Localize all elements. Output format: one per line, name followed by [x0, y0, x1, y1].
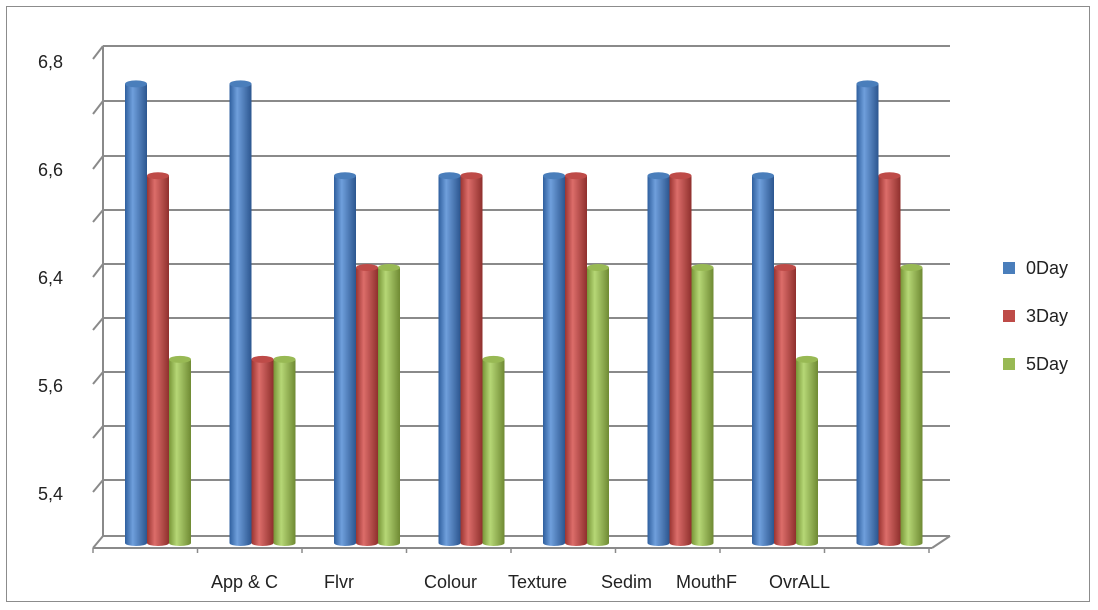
bars [125, 80, 923, 546]
bar-3Day-extra [878, 172, 901, 546]
bar-3Day-App & C [147, 172, 169, 546]
bar-0Day-extra [856, 80, 879, 546]
bar-3Day-Sedim [565, 172, 587, 546]
bar-0Day-Sedim [543, 172, 565, 546]
bar-0Day-OvrALL [752, 172, 774, 546]
gridlines [92, 45, 950, 549]
bar-5Day-Flvr [273, 355, 296, 546]
bar-0Day-Flvr [229, 80, 252, 546]
x-category-label: Colour [424, 572, 477, 592]
bar-5Day-App & C [169, 355, 191, 546]
bar-5Day-OvrALL [796, 355, 818, 546]
y-tick-label: 6,4 [38, 268, 63, 288]
y-tick-label: 5,6 [38, 376, 63, 396]
bar-3Day-OvrALL [774, 264, 796, 546]
gridline-stub [92, 209, 104, 223]
bar-5Day-Texture [482, 355, 505, 546]
bar-5Day-Sedim [587, 264, 609, 546]
bar-0Day-App & C [125, 80, 147, 546]
gridline-stub [92, 371, 104, 385]
legend-label: 0Day [1026, 258, 1068, 278]
x-category-label: Texture [508, 572, 567, 592]
x-category-label: Sedim [601, 572, 652, 592]
bar-3Day-MouthF [669, 172, 692, 546]
gridline-stub [92, 535, 104, 549]
gridline-stub [92, 263, 104, 278]
bar-5Day-MouthF [691, 264, 714, 546]
y-tick-label: 6,6 [38, 160, 63, 180]
gridline-stub [92, 155, 104, 170]
y-tick-label: 5,4 [38, 484, 63, 504]
y-tick-label: 6,8 [38, 52, 63, 72]
bar-3Day-Flvr [251, 355, 274, 546]
x-category-label: OvrALL [769, 572, 830, 592]
gridline-stub [92, 100, 104, 115]
x-category-label: MouthF [676, 572, 737, 592]
gridline-stub [92, 479, 104, 493]
x-category-labels: App & C Flvr Colour Texture Sedim MouthF OvrAL… [211, 572, 830, 592]
floor-edge [931, 535, 951, 549]
bar-0Day-Colour [334, 172, 356, 546]
bar-5Day-extra [900, 264, 923, 546]
legend: 0Day 3Day 5Day [1003, 258, 1068, 374]
x-category-label: App & C [211, 572, 278, 592]
axes [92, 46, 951, 553]
x-category-label: Flvr [324, 572, 354, 592]
bar-3Day-Colour [356, 264, 378, 546]
legend-label: 5Day [1026, 354, 1068, 374]
legend-swatch [1003, 358, 1015, 370]
gridline-stub [92, 425, 104, 439]
legend-label: 3Day [1026, 306, 1068, 326]
bar-0Day-MouthF [647, 172, 670, 546]
legend-swatch [1003, 262, 1015, 274]
gridline-stub [92, 45, 104, 60]
bar-3Day-Texture [460, 172, 483, 546]
bar-5Day-Colour [378, 264, 400, 546]
gridline-stub [92, 317, 104, 331]
y-tick-labels: 6,8 6,6 6,4 5,6 5,4 [38, 52, 63, 504]
legend-swatch [1003, 310, 1015, 322]
bar-0Day-Texture [438, 172, 461, 546]
